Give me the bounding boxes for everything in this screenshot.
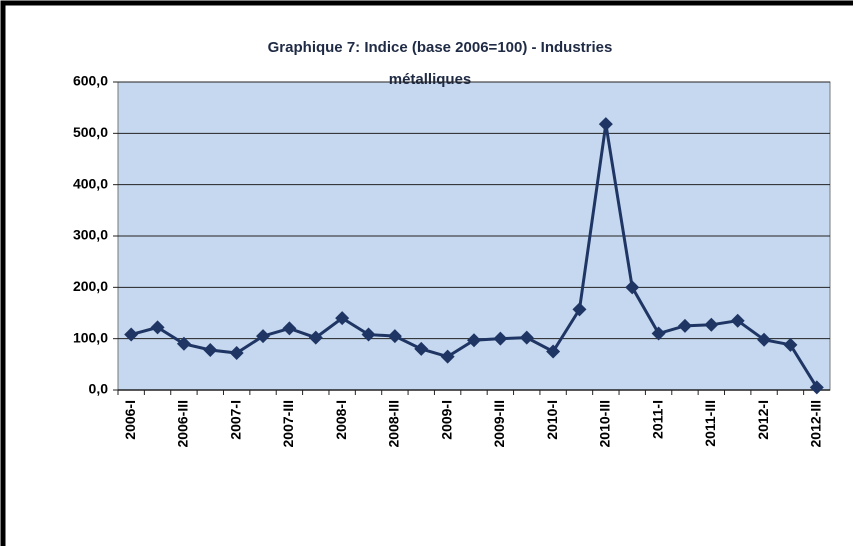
- marker: [256, 329, 271, 344]
- x-tick-label: 2011-III: [702, 400, 718, 447]
- x-tick-label: 2008-III: [386, 400, 402, 447]
- marker: [493, 331, 508, 346]
- marker: [704, 317, 719, 332]
- chart-title: métalliques: [389, 71, 472, 88]
- marker: [757, 332, 772, 347]
- chart-title: Graphique 7: Indice (base 2006=100) - In…: [268, 39, 613, 56]
- y-tick-label: 300,0: [73, 227, 108, 243]
- marker: [124, 327, 139, 342]
- x-tick-label: 2006-I: [122, 400, 138, 440]
- y-tick-label: 500,0: [73, 124, 108, 140]
- marker: [440, 349, 455, 364]
- marker: [730, 313, 745, 328]
- x-tick-label: 2012-III: [808, 400, 824, 447]
- x-tick-label: 2010-I: [544, 400, 560, 440]
- marker: [150, 320, 165, 335]
- marker: [203, 342, 218, 357]
- x-tick-label: 2009-I: [438, 400, 454, 440]
- x-tick-label: 2011-I: [649, 400, 665, 439]
- x-tick-label: 2012-I: [755, 400, 771, 440]
- marker: [677, 318, 692, 333]
- marker: [809, 380, 824, 395]
- x-tick-label: 2007-I: [227, 400, 243, 440]
- marker: [229, 346, 244, 361]
- x-tick-label: 2008-I: [333, 400, 349, 440]
- x-tick-label: 2009-III: [491, 400, 507, 447]
- marker: [651, 326, 666, 341]
- marker: [546, 344, 561, 359]
- marker: [282, 321, 297, 336]
- x-tick-label: 2010-III: [597, 400, 613, 447]
- marker: [308, 330, 323, 345]
- y-tick-label: 100,0: [73, 329, 108, 345]
- x-tick-label: 2006-III: [175, 400, 191, 447]
- marker: [783, 337, 798, 352]
- marker: [598, 117, 613, 132]
- marker: [387, 329, 402, 344]
- y-tick-label: 0,0: [89, 381, 109, 397]
- marker: [361, 327, 376, 342]
- y-tick-label: 600,0: [73, 73, 108, 89]
- y-tick-label: 200,0: [73, 278, 108, 294]
- marker: [414, 341, 429, 356]
- marker: [176, 336, 191, 351]
- marker: [572, 302, 587, 317]
- marker: [625, 280, 640, 295]
- marker: [519, 330, 534, 345]
- y-tick-label: 400,0: [73, 175, 108, 191]
- marker: [467, 333, 481, 348]
- marker: [335, 311, 350, 326]
- x-tick-label: 2007-III: [280, 400, 296, 447]
